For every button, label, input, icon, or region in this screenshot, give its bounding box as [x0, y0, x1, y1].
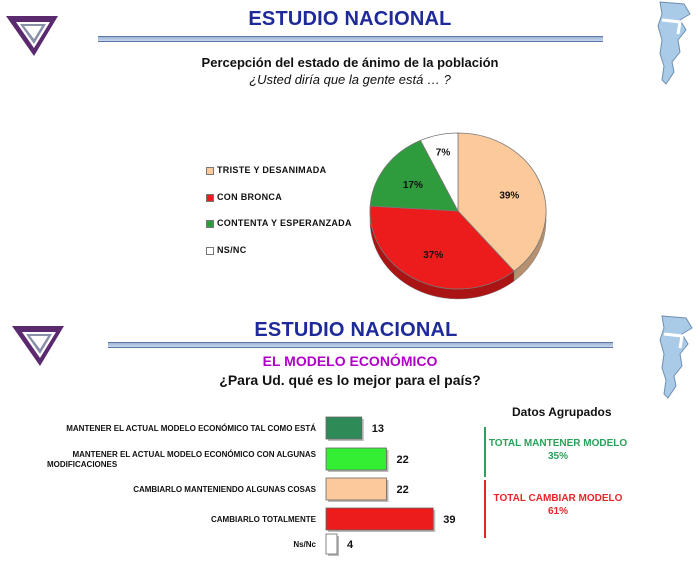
bar-category-label: CAMBIARLO MANTENIENDO ALGUNAS COSAS — [133, 485, 316, 494]
legend-swatch — [206, 246, 214, 255]
grouped-data-title: Datos Agrupados — [512, 405, 612, 419]
argentina-map-icon — [657, 1, 691, 85]
chart-subtitle: ¿Usted diría que la gente está … ? — [249, 72, 451, 87]
grouped-label-text: TOTAL CAMBIAR MODELO — [493, 493, 623, 504]
grouped-label-change: TOTAL CAMBIAR MODELO 61% — [488, 492, 628, 518]
legend-label: NS/NC — [217, 244, 247, 255]
legend-swatch — [206, 167, 214, 175]
bar — [325, 533, 338, 555]
grouped-label-text: TOTAL MANTENER MODELO — [488, 438, 628, 449]
bar-category-label: MANTENER EL ACTUAL MODELO ECONÓMICO CON … — [47, 450, 317, 469]
slide-economic-model: ESTUDIO NACIONAL EL MODELO ECONÓMICO ¿Pa… — [0, 310, 700, 563]
consultancy-logo-icon — [6, 16, 58, 56]
grouped-divider-green — [484, 427, 486, 477]
bar — [325, 447, 387, 471]
bar-value-label: 4 — [347, 539, 354, 551]
pie-chart: 39% 37% 17% 7% — [369, 132, 547, 300]
legend-label: TRISTE Y DESANIMADA — [217, 165, 327, 175]
legend-swatch — [206, 220, 214, 228]
bar-category-label: Ns/Nc — [293, 540, 316, 549]
header-rule — [108, 342, 613, 348]
pie-slice — [419, 132, 459, 212]
slide-mood-perception: ESTUDIO NACIONAL Percepción del estado d… — [6, 1, 691, 300]
grouped-divider-red — [484, 480, 486, 538]
legend-swatch — [206, 193, 214, 202]
pie-slice — [369, 205, 515, 290]
legend-label: CONTENTA Y ESPERANZADA — [217, 218, 352, 228]
bar-value-label: 13 — [372, 423, 384, 435]
bar-value-label: 22 — [397, 454, 409, 466]
pie-value-label: 17% — [403, 180, 423, 191]
consultancy-logo-icon — [12, 326, 64, 366]
chart-title: Percepción del estado de ánimo de la pob… — [201, 55, 499, 70]
question-text: ¿Para Ud. qué es lo mejor para el país? — [219, 372, 481, 388]
pie-value-label: 39% — [499, 191, 519, 202]
grouped-value: 35% — [547, 451, 568, 462]
bar — [325, 507, 434, 531]
bar-value-label: 39 — [443, 514, 455, 526]
header-rule — [98, 36, 603, 42]
bar — [325, 477, 387, 501]
pie-slice — [457, 132, 547, 272]
pie-slice — [369, 139, 459, 212]
grouped-label-maintain: TOTAL MANTENER MODELO 35% — [488, 437, 628, 463]
legend-label: CON BRONCA — [217, 191, 282, 202]
bar — [325, 416, 363, 440]
section-title: EL MODELO ECONÓMICO — [262, 353, 438, 369]
bar-category-label: CAMBIARLO TOTALMENTE — [211, 515, 317, 524]
bar-chart: 13 MANTENER EL ACTUAL MODELO ECONÓMICO TA… — [47, 416, 456, 556]
argentina-map-icon — [659, 315, 693, 399]
page-header: ESTUDIO NACIONAL — [254, 319, 458, 341]
bar-category-label: MANTENER EL ACTUAL MODELO ECONÓMICO TAL … — [66, 424, 316, 433]
pie-value-label: 7% — [436, 148, 451, 159]
grouped-value: 61% — [547, 506, 568, 517]
bar-value-label: 22 — [397, 484, 409, 496]
page-header: ESTUDIO NACIONAL — [248, 8, 452, 30]
pie-value-label: 37% — [423, 250, 443, 261]
